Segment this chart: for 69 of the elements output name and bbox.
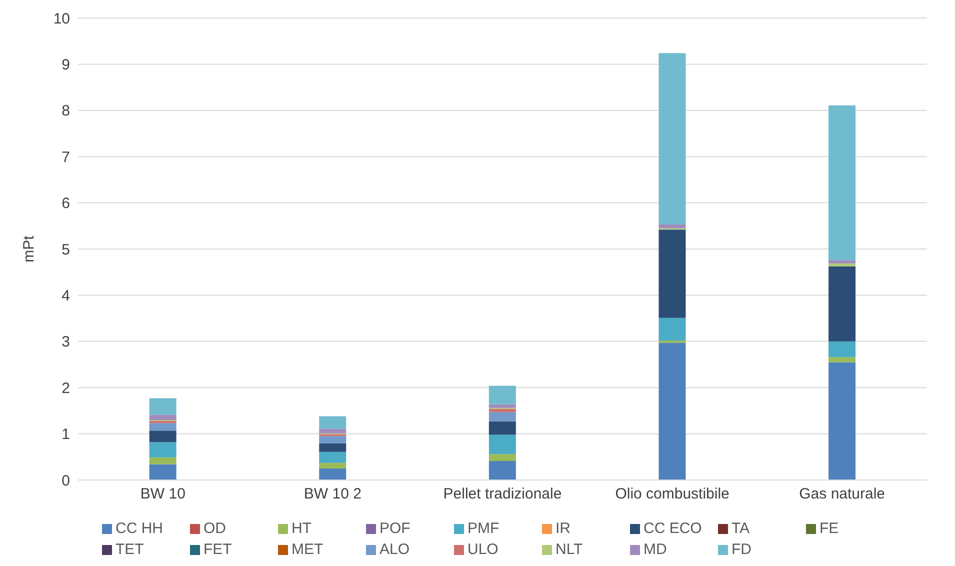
legend-label: TET (116, 541, 144, 558)
y-tick-label: 9 (62, 56, 70, 74)
y-tick-label: 0 (62, 472, 70, 490)
y-axis-title: mPt (20, 234, 38, 262)
legend-label: ALO (380, 541, 410, 558)
y-tick-label: 4 (62, 288, 70, 305)
bar (149, 442, 176, 458)
bar (488, 461, 516, 480)
bar (319, 416, 346, 429)
bar (488, 404, 516, 408)
bar (488, 421, 516, 435)
x-tick-label: BW 10 (140, 486, 186, 503)
legend-label: IR (556, 520, 570, 537)
bar (319, 452, 346, 463)
y-tick-label: 5 (62, 241, 70, 258)
x-tick-label: Pellet tradizionale (443, 486, 562, 503)
bar (319, 428, 346, 434)
legend-label: FE (820, 520, 839, 537)
legend-label: NLT (556, 541, 583, 558)
bar (828, 260, 856, 264)
bar (488, 408, 516, 412)
legend-label: TA (732, 520, 750, 537)
bar (488, 412, 516, 422)
bar (488, 386, 516, 404)
bar (149, 464, 176, 480)
legend-label: CC ECO (644, 520, 702, 537)
bar (828, 357, 856, 362)
legend-label: ULO (468, 541, 498, 558)
bar (658, 53, 686, 225)
legend-label: CC HH (116, 520, 163, 537)
bar (319, 444, 346, 452)
bar (319, 468, 346, 480)
legend-label: OD (204, 520, 226, 537)
y-tick-label: 7 (62, 148, 70, 166)
bar (828, 341, 856, 358)
y-tick-label: 3 (62, 334, 70, 351)
legend-label: HT (292, 520, 312, 537)
bar (149, 414, 176, 420)
legend-label: FD (732, 541, 752, 558)
bar (149, 398, 176, 415)
bar (828, 105, 856, 260)
bar (488, 434, 516, 454)
legend-label: PMF (468, 520, 500, 537)
y-tick-label: 2 (62, 380, 70, 397)
bar (828, 263, 856, 267)
bar (319, 436, 346, 444)
bar (658, 340, 686, 343)
legend-label: MD (644, 541, 667, 558)
y-tick-label: 8 (62, 102, 70, 120)
bar (658, 318, 686, 340)
bar (319, 462, 346, 468)
bar (828, 362, 856, 480)
x-tick-label: Olio combustibile (615, 486, 730, 503)
bar (488, 454, 516, 462)
legend-label: FET (204, 541, 232, 558)
bar (149, 457, 176, 464)
bar (149, 430, 176, 442)
y-tick-label: 6 (62, 195, 70, 212)
bar (658, 230, 686, 318)
bar (658, 224, 686, 228)
bar (658, 342, 686, 480)
x-tick-label: BW 10 2 (304, 486, 362, 503)
bar (828, 266, 856, 342)
bar (149, 423, 176, 431)
y-tick-label: 10 (53, 10, 70, 28)
legend-label: MET (292, 541, 324, 558)
x-tick-label: Gas naturale (799, 486, 886, 503)
y-tick-label: 1 (62, 426, 70, 444)
legend-label: POF (380, 520, 410, 537)
